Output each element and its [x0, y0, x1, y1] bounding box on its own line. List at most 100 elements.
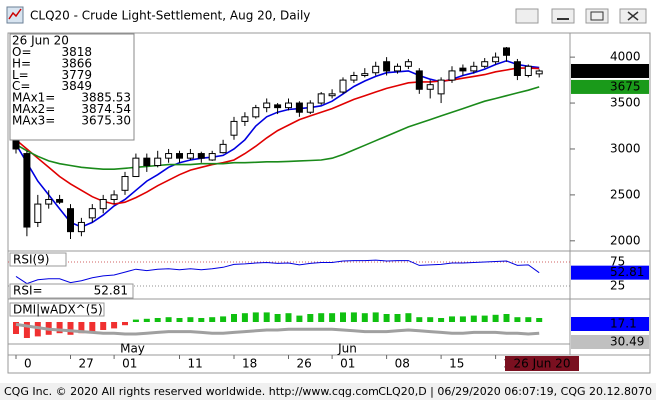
- candle-body: [154, 157, 162, 167]
- candle-body: [274, 104, 282, 109]
- candle-body: [132, 157, 140, 178]
- candle-body: [99, 198, 107, 210]
- candle-body: [481, 61, 489, 67]
- info-date: 26 Jun 20: [12, 34, 69, 48]
- histogram-bar: [416, 317, 423, 322]
- price-box: [571, 79, 649, 94]
- candle-body: [394, 65, 401, 72]
- candle-body: [350, 74, 358, 81]
- candle-body: [448, 70, 456, 81]
- info-value: 3779: [61, 68, 92, 82]
- minimize-button[interactable]: [551, 8, 575, 24]
- histogram-bar: [285, 313, 292, 322]
- candle-body: [34, 203, 42, 223]
- month-label: Jun: [337, 342, 357, 356]
- histogram-bar: [165, 317, 172, 322]
- histogram-bar: [405, 313, 412, 322]
- window-title: CLQ20 - Crude Light-Settlement, Aug 20, …: [30, 9, 310, 23]
- histogram-bar: [492, 314, 499, 322]
- candle-body: [492, 56, 500, 63]
- candle-body: [230, 120, 238, 136]
- indicator-title-box: [9, 252, 67, 267]
- histogram-bar: [307, 314, 314, 322]
- candle-body: [208, 153, 216, 161]
- y-tick-label: 3000: [610, 141, 641, 155]
- indicator-title-box: [9, 302, 105, 317]
- histogram-bar: [198, 318, 205, 322]
- candle-body: [186, 153, 194, 159]
- info-value: 3675.30: [81, 113, 131, 127]
- right-label: 17.1: [610, 317, 637, 331]
- histogram-bar: [143, 318, 150, 322]
- candle-body: [219, 143, 227, 154]
- app-icon-glyph: [8, 8, 22, 20]
- candle-body: [197, 153, 205, 159]
- histogram-bar: [231, 314, 237, 322]
- info-label: MAx2=: [12, 102, 55, 116]
- candle-body: [328, 93, 336, 97]
- x-tick-label: 15: [449, 357, 464, 371]
- histogram-bar: [220, 316, 227, 322]
- candle-body: [459, 67, 467, 72]
- x-tick-label: 01: [122, 357, 137, 371]
- info-value: 3818: [61, 45, 92, 59]
- right-label-box: [571, 317, 649, 331]
- histogram-bar: [56, 322, 63, 334]
- candle-body: [513, 61, 521, 76]
- link-button[interactable]: [515, 8, 539, 24]
- histogram-bar: [525, 317, 532, 322]
- info-label: H=: [12, 56, 31, 70]
- candle-body: [339, 79, 347, 93]
- histogram-bar: [361, 313, 368, 322]
- candle-body: [383, 61, 391, 72]
- candle-body: [503, 47, 510, 56]
- right-label: 30.49: [610, 335, 644, 349]
- status-left: CQG Inc. © 2020 All rights reserved worl…: [4, 385, 379, 398]
- right-label-box: [571, 335, 649, 349]
- cursor-label: 26 Jun 20: [514, 357, 571, 371]
- y-tick-label: 2500: [610, 187, 641, 201]
- maximize-button[interactable]: [585, 8, 609, 24]
- candle-body: [470, 65, 478, 72]
- last-value-label: 52.81: [610, 265, 644, 279]
- histogram-bar: [372, 312, 379, 322]
- histogram-bar: [383, 314, 390, 322]
- candle-body: [45, 198, 53, 205]
- price-box: [571, 63, 649, 78]
- info-label: C=: [12, 79, 30, 93]
- histogram-bar: [296, 315, 303, 322]
- info-label: MAx1=: [12, 91, 55, 105]
- histogram-bar: [34, 322, 41, 337]
- month-label: May: [120, 342, 145, 356]
- histogram-bar: [176, 318, 183, 322]
- candle-body: [241, 116, 249, 122]
- candle-body: [361, 73, 369, 76]
- candle-body: [176, 153, 183, 159]
- histogram-bar: [470, 315, 477, 322]
- candle-body: [415, 70, 423, 90]
- histogram-bar: [100, 322, 107, 330]
- histogram-bar: [241, 313, 248, 322]
- indicator-line: [15, 322, 540, 336]
- histogram-bar: [503, 314, 510, 322]
- y-tick-label: 2000: [610, 233, 641, 247]
- x-tick-label: 0: [24, 357, 32, 371]
- candle-body: [110, 194, 118, 200]
- info-value: 3885.53: [81, 91, 131, 105]
- candle-body: [524, 65, 532, 76]
- title-bar: [0, 0, 656, 30]
- info-value: 3866: [61, 56, 92, 70]
- candle-body: [121, 176, 129, 191]
- candle-body: [317, 93, 325, 104]
- histogram-bar: [122, 322, 128, 326]
- x-tick-label: 26: [297, 357, 312, 371]
- candle-body: [56, 198, 64, 203]
- candle-body: [426, 84, 434, 90]
- candle-body: [263, 102, 271, 109]
- indicator-line: [15, 86, 540, 170]
- y-tick-label: 25: [610, 279, 625, 293]
- histogram-bar: [263, 312, 270, 322]
- histogram-bar: [514, 317, 521, 322]
- price-box-label: 3675: [610, 79, 641, 93]
